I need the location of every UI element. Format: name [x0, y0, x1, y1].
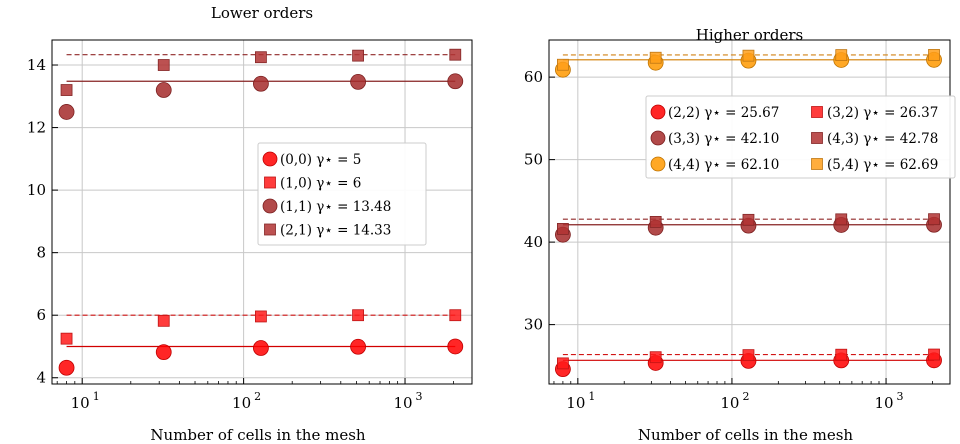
data-point — [649, 215, 662, 228]
data-point — [449, 48, 462, 61]
data-point — [60, 84, 73, 96]
legend-label: (5,4) γ⋆ = 62.69 — [827, 157, 938, 173]
data-point — [742, 213, 755, 226]
data-point — [649, 51, 662, 64]
x-tick-exponent: 2 — [742, 390, 749, 403]
data-point — [350, 74, 366, 90]
y-tick-label: 10 — [27, 181, 46, 199]
data-point — [157, 314, 170, 327]
data-point — [742, 49, 755, 62]
plot-frame — [51, 39, 473, 385]
legend-marker — [264, 176, 276, 189]
legend-marker — [262, 151, 278, 167]
data-point — [928, 213, 940, 226]
data-point — [60, 332, 73, 345]
x-tick-exponent: 3 — [416, 390, 423, 403]
plot-frame — [548, 39, 951, 385]
data-point — [835, 49, 848, 61]
y-tick-label: 8 — [36, 244, 46, 262]
x-axis-label: Number of cells in the mesh — [150, 426, 365, 444]
chart-title: Lower orders — [211, 4, 313, 22]
data-point — [835, 213, 848, 226]
y-tick-label: 6 — [36, 306, 46, 324]
legend-marker — [811, 158, 823, 170]
legend-marker — [262, 198, 278, 214]
legend-label: (2,1) γ⋆ = 14.33 — [280, 223, 391, 239]
data-point — [352, 309, 364, 322]
x-axis-label: Number of cells in the mesh — [638, 426, 853, 444]
data-point — [447, 73, 464, 90]
data-point — [255, 310, 267, 323]
data-point — [447, 338, 464, 355]
chart-title: Higher orders — [696, 26, 804, 44]
x-tick-label: 10 — [232, 394, 251, 412]
data-point — [155, 344, 172, 361]
x-tick-label: 10 — [393, 394, 412, 412]
legend-label: (4,3) γ⋆ = 42.78 — [827, 131, 938, 147]
data-point — [253, 340, 269, 356]
y-tick-label: 14 — [27, 56, 46, 74]
y-tick-label: 60 — [524, 68, 543, 86]
legend-label: (1,0) γ⋆ = 6 — [280, 176, 361, 192]
data-point — [255, 51, 267, 64]
legend-label: (0,0) γ⋆ = 5 — [280, 152, 361, 168]
data-point — [649, 351, 662, 364]
y-tick-label: 50 — [524, 151, 543, 169]
data-point — [350, 338, 366, 355]
x-tick-label: 10 — [875, 394, 894, 412]
y-tick-label: 30 — [524, 316, 543, 334]
legend-label: (3,2) γ⋆ = 26.37 — [827, 105, 938, 121]
data-point — [58, 359, 75, 376]
data-point — [155, 82, 172, 98]
legend-label: (2,2) γ⋆ = 25.67 — [668, 105, 779, 121]
data-point — [58, 104, 75, 120]
legend-label: (4,4) γ⋆ = 62.10 — [668, 157, 779, 173]
data-point — [556, 223, 569, 235]
x-tick-exponent: 1 — [93, 390, 100, 403]
legend-box — [645, 95, 956, 179]
x-tick-exponent: 3 — [897, 390, 904, 403]
x-tick-label: 10 — [71, 394, 90, 412]
legend-marker — [650, 104, 666, 120]
data-point — [556, 357, 569, 370]
legend-label: (1,1) γ⋆ = 13.48 — [280, 199, 391, 215]
data-point — [449, 309, 462, 322]
x-tick-label: 10 — [720, 394, 739, 412]
data-point — [352, 49, 364, 62]
data-point — [835, 348, 848, 361]
x-tick-exponent: 2 — [254, 390, 261, 403]
legend-marker — [264, 223, 276, 236]
data-point — [928, 49, 940, 61]
data-point — [928, 348, 940, 361]
y-tick-label: 40 — [524, 233, 543, 251]
x-tick-exponent: 1 — [588, 390, 595, 403]
data-point — [157, 59, 170, 71]
legend-marker — [811, 132, 823, 144]
data-point — [556, 58, 569, 71]
legend-label: (3,3) γ⋆ = 42.10 — [668, 131, 779, 147]
legend-box — [257, 142, 427, 246]
y-tick-label: 4 — [36, 369, 46, 387]
data-point — [742, 349, 755, 362]
data-point — [253, 75, 269, 92]
legend-marker — [811, 106, 823, 118]
y-tick-label: 12 — [27, 119, 46, 137]
legend-marker — [650, 130, 666, 146]
legend-marker — [650, 156, 666, 172]
x-tick-label: 10 — [566, 394, 585, 412]
